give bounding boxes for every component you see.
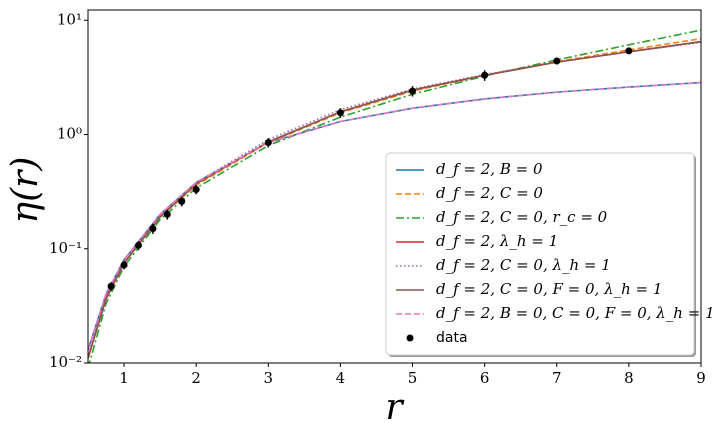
y-tick-label: 10⁻² [49,353,82,371]
legend-label: d_f = 2, λ_h = 1 [436,232,558,250]
data-point [120,261,128,269]
x-tick-label: 3 [264,369,274,387]
data-point [553,57,561,65]
x-tick-label: 5 [408,369,418,387]
legend-label: d_f = 2, C = 0, r_c = 0 [436,208,608,226]
series-line [88,29,701,363]
plot-frame [87,9,702,364]
legend-label: data [436,330,468,346]
x-tick-label: 9 [696,369,706,387]
data-point [192,186,200,194]
legend-label: d_f = 2, C = 0, F = 0, λ_h = 1 [436,280,662,298]
data-point [625,47,633,55]
x-tick-label: 6 [480,369,490,387]
y-tick-label: 10⁻¹ [49,239,82,257]
legend-label: d_f = 2, B = 0 [436,160,543,178]
legend-box [385,152,695,356]
data-point [149,225,157,233]
series-line [88,40,701,359]
legend-label: d_f = 2, B = 0, C = 0, F = 0, λ_h = 1 [436,304,712,322]
data-point [264,139,272,147]
y-axis-label: η(r) [5,157,46,224]
legend-label: d_f = 2, C = 0, λ_h = 1 [436,256,611,274]
data-point [336,109,344,117]
data-point [107,282,115,290]
legend-marker [406,334,414,342]
data-point [481,71,489,79]
data-point [409,87,417,95]
x-tick-label: 1 [119,369,129,387]
legend-label: d_f = 2, C = 0 [436,184,543,202]
x-tick-label: 7 [552,369,562,387]
x-tick-label: 8 [624,369,634,387]
data-point [163,210,171,218]
x-tick-label: 4 [336,369,346,387]
x-axis-label: r [385,387,404,428]
y-tick-label: 10⁰ [57,125,82,143]
y-tick-label: 10¹ [57,10,82,28]
data-point [134,241,142,249]
data-point [178,197,186,205]
x-tick-label: 2 [191,369,201,387]
